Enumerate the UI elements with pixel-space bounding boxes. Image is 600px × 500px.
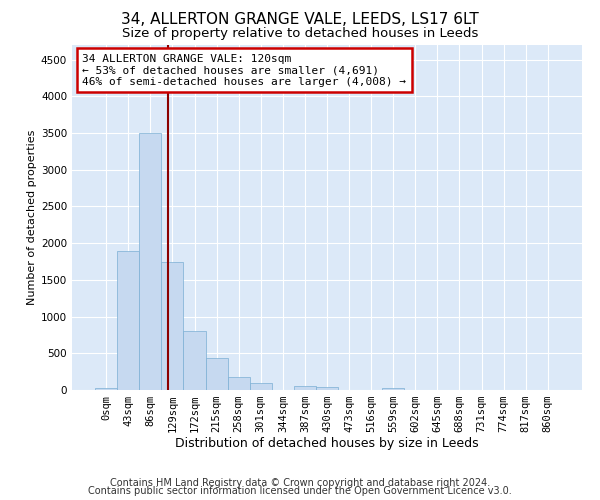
Bar — [184, 332, 206, 390]
X-axis label: Distribution of detached houses by size in Leeds: Distribution of detached houses by size … — [175, 436, 479, 450]
Bar — [161, 262, 184, 390]
Bar — [250, 382, 272, 390]
Y-axis label: Number of detached properties: Number of detached properties — [27, 130, 37, 305]
Bar — [227, 377, 250, 390]
Bar — [206, 358, 227, 390]
Text: Contains public sector information licensed under the Open Government Licence v3: Contains public sector information licen… — [88, 486, 512, 496]
Text: Contains HM Land Registry data © Crown copyright and database right 2024.: Contains HM Land Registry data © Crown c… — [110, 478, 490, 488]
Text: 34 ALLERTON GRANGE VALE: 120sqm
← 53% of detached houses are smaller (4,691)
46%: 34 ALLERTON GRANGE VALE: 120sqm ← 53% of… — [82, 54, 406, 87]
Bar — [294, 386, 316, 390]
Bar — [316, 387, 338, 390]
Bar — [95, 388, 117, 390]
Text: Size of property relative to detached houses in Leeds: Size of property relative to detached ho… — [122, 28, 478, 40]
Bar — [139, 133, 161, 390]
Text: 34, ALLERTON GRANGE VALE, LEEDS, LS17 6LT: 34, ALLERTON GRANGE VALE, LEEDS, LS17 6L… — [121, 12, 479, 28]
Bar — [382, 388, 404, 390]
Bar — [117, 250, 139, 390]
